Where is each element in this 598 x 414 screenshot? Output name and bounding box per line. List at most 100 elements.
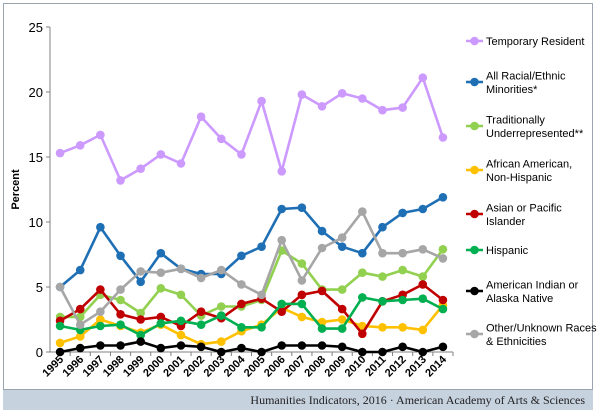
data-point	[317, 341, 327, 350]
data-point	[176, 316, 186, 326]
x-tick-label: 1996	[61, 354, 87, 380]
data-point	[358, 248, 367, 258]
data-point	[438, 133, 448, 142]
x-tick-label: 1998	[101, 354, 127, 380]
data-point	[378, 272, 387, 281]
series-line-1	[59, 76, 445, 182]
data-point	[196, 320, 206, 330]
x-tick-label: 1999	[121, 354, 147, 380]
data-point	[136, 277, 145, 287]
data-point	[358, 94, 367, 103]
x-tick-label: 2001	[161, 354, 187, 380]
x-tick-label: 2011	[363, 354, 388, 379]
data-point	[216, 134, 226, 144]
legend-swatch-marker	[470, 77, 479, 87]
data-point	[176, 290, 186, 300]
data-point	[337, 304, 347, 314]
legend-label: Asian or Pacific	[486, 203, 562, 215]
data-point	[96, 321, 105, 331]
data-point	[358, 329, 367, 339]
data-point	[156, 150, 166, 159]
data-point	[337, 233, 347, 242]
series-line-2	[59, 196, 444, 288]
legend-label: Underrepresented**	[486, 128, 584, 140]
data-point	[196, 273, 206, 283]
x-tick-label: 2000	[141, 354, 167, 380]
data-point	[418, 272, 428, 281]
data-point	[398, 342, 407, 352]
data-point	[378, 105, 387, 115]
y-tick-label: 20	[29, 85, 43, 100]
data-point	[75, 332, 85, 341]
data-point	[136, 308, 145, 318]
data-point	[297, 276, 307, 285]
legend-label: Islander	[486, 216, 525, 228]
data-point	[55, 282, 65, 292]
data-point	[438, 304, 448, 314]
data-point	[55, 347, 65, 357]
data-point	[378, 248, 387, 258]
data-point	[438, 254, 448, 263]
data-point	[257, 290, 266, 300]
data-point	[156, 268, 166, 278]
legend-label: Temporary Resident	[486, 36, 584, 48]
data-point	[277, 341, 287, 350]
data-point	[358, 207, 367, 216]
data-point	[156, 343, 166, 353]
data-point	[116, 285, 125, 294]
data-point	[216, 302, 226, 311]
data-point	[418, 73, 428, 82]
data-point	[398, 323, 407, 332]
x-tick-label: 2008	[302, 354, 328, 380]
data-point	[156, 319, 166, 328]
data-point	[55, 148, 65, 158]
data-point	[216, 347, 226, 357]
data-point	[116, 310, 125, 319]
legend-swatch-marker	[470, 209, 479, 219]
data-point	[317, 102, 327, 111]
x-tick-label: 2012	[383, 354, 409, 380]
x-tick-label: 2009	[322, 354, 348, 380]
legend-label: & Ethnicities	[486, 336, 547, 348]
data-point	[317, 226, 327, 236]
legend-label: Traditionally	[486, 115, 545, 127]
data-point	[398, 208, 407, 218]
x-tick-label: 2004	[222, 353, 248, 379]
x-tick-label: 1997	[81, 354, 107, 380]
data-point	[176, 330, 186, 340]
data-point	[297, 90, 307, 99]
legend-label: Alaska Native	[486, 293, 553, 305]
data-point	[297, 259, 307, 268]
y-tick-label: 0	[36, 345, 43, 360]
data-point	[337, 89, 347, 98]
data-point	[156, 248, 166, 258]
x-tick-label: 2005	[242, 354, 268, 380]
x-tick-label: 2010	[343, 354, 369, 380]
data-point	[398, 295, 407, 305]
data-point	[277, 299, 287, 309]
footer-credit: Humanities Indicators, 2016 · American A…	[250, 393, 585, 407]
data-point	[216, 311, 226, 320]
data-point	[237, 150, 246, 159]
x-tick-label: 2003	[202, 354, 228, 380]
legend-swatch-marker	[470, 165, 479, 175]
data-point	[378, 222, 387, 232]
data-point	[216, 337, 226, 346]
data-point	[438, 245, 448, 254]
y-tick-label: 25	[29, 20, 43, 35]
x-tick-label: 2007	[282, 354, 308, 380]
data-point	[156, 312, 166, 322]
legend-label: African American,	[486, 159, 572, 171]
data-point	[398, 103, 407, 112]
legend-swatch-marker	[470, 329, 479, 339]
legend-label: Minorities*	[486, 84, 538, 96]
data-point	[418, 280, 428, 289]
data-point	[237, 280, 246, 289]
legend-label: All Racial/Ethnic	[486, 71, 566, 83]
data-point	[96, 315, 105, 324]
y-tick-label: 15	[29, 150, 43, 165]
footer-bar: Humanities Indicators, 2016 · American A…	[3, 390, 593, 410]
x-tick-label: 2006	[262, 354, 288, 380]
legend-label: Hispanic	[486, 245, 529, 257]
data-point	[136, 267, 145, 276]
